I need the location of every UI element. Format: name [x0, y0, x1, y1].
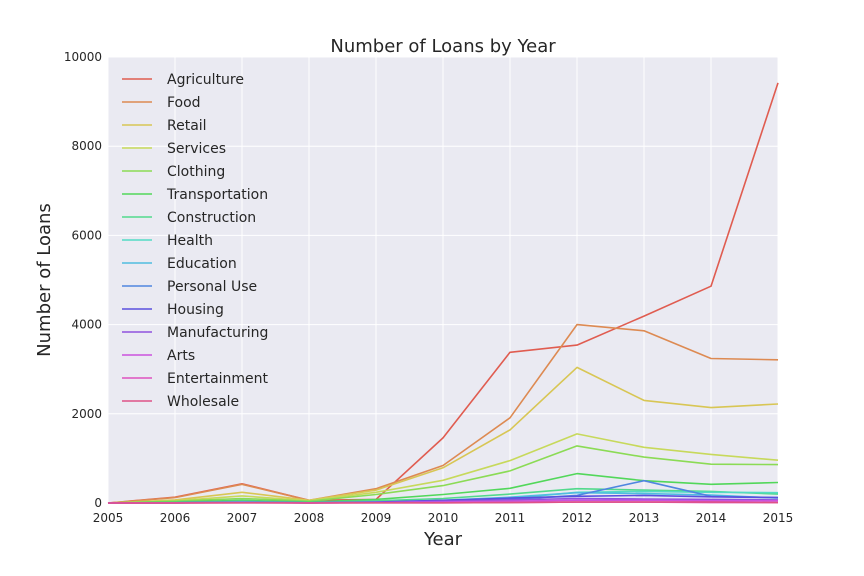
- legend-label-entertainment: Entertainment: [167, 371, 269, 387]
- y-tick-label: 6000: [71, 228, 102, 242]
- series-line-clothing: [107, 445, 779, 504]
- legend-label-construction: Construction: [167, 210, 256, 226]
- legend-label-housing: Housing: [167, 302, 224, 318]
- legend-label-retail: Retail: [167, 118, 207, 134]
- legend-label-health: Health: [167, 233, 213, 249]
- legend-label-clothing: Clothing: [167, 164, 225, 180]
- x-tick-label: 2007: [227, 511, 258, 525]
- x-tick-label: 2008: [294, 511, 325, 525]
- legend-label-manufacturing: Manufacturing: [167, 325, 268, 341]
- x-tick-label: 2014: [696, 511, 727, 525]
- legend-label-services: Services: [167, 141, 226, 157]
- legend-label-transportation: Transportation: [166, 187, 268, 203]
- y-tick-label: 4000: [71, 318, 102, 332]
- x-tick-label: 2013: [629, 511, 660, 525]
- x-tick-label: 2005: [93, 511, 124, 525]
- legend: Agriculture Food Retail Services Clothing Tra…: [122, 72, 269, 410]
- x-tick-label: 2015: [763, 511, 794, 525]
- legend-label-education: Education: [167, 256, 237, 272]
- x-tick-label: 2011: [495, 511, 526, 525]
- x-tick-labels: 2005 2006 2007 2008 2009 2010 2011 2012 2013 2014…: [93, 511, 794, 525]
- x-tick-label: 2010: [428, 511, 459, 525]
- series-line-services: [107, 433, 779, 504]
- y-tick-label: 0: [94, 496, 102, 510]
- x-tick-label: 2006: [160, 511, 191, 525]
- grid: [107, 56, 779, 504]
- y-axis-label: Number of Loans: [34, 203, 55, 357]
- y-tick-labels: 0 2000 4000 6000 8000 10000: [64, 50, 102, 510]
- y-tick-label: 10000: [64, 50, 102, 64]
- series-line-retail: [107, 366, 779, 504]
- x-tick-label: 2012: [562, 511, 593, 525]
- x-tick-label: 2009: [361, 511, 392, 525]
- legend-label-food: Food: [167, 95, 201, 111]
- chart-title: Number of Loans by Year: [330, 36, 556, 57]
- y-tick-label: 8000: [71, 139, 102, 153]
- series-lines: [107, 82, 779, 504]
- legend-label-arts: Arts: [167, 348, 195, 364]
- series-line-wholesale: [108, 501, 779, 504]
- legend-label-personal-use: Personal Use: [167, 279, 257, 295]
- legend-label-agriculture: Agriculture: [167, 72, 244, 88]
- y-tick-label: 2000: [71, 407, 102, 421]
- x-axis-label: Year: [423, 529, 463, 550]
- series-line-food: [107, 323, 779, 504]
- legend-label-wholesale: Wholesale: [167, 394, 239, 410]
